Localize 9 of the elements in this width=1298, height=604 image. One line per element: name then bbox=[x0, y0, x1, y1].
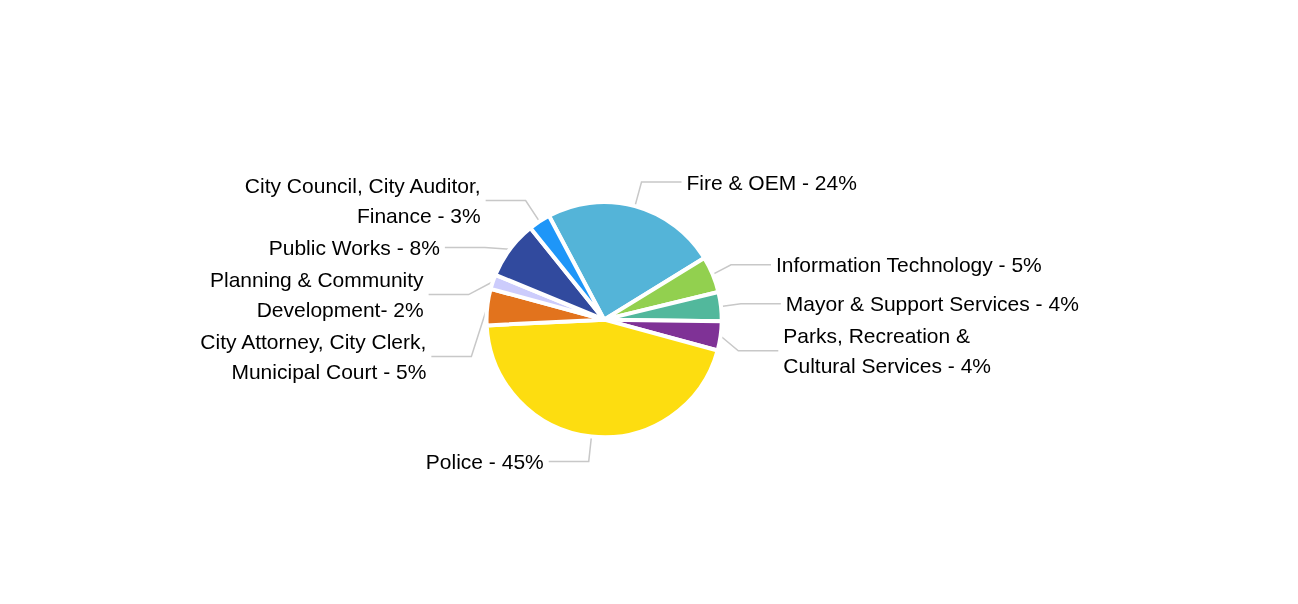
slice-label: Planning & Community Development- 2% bbox=[210, 268, 425, 322]
slice-label: Parks, Recreation & Cultural Services - 4% bbox=[783, 324, 992, 378]
slice-label: City Council, City Auditor, Finance - 3% bbox=[244, 174, 481, 228]
slice-label: Public Works - 8% bbox=[268, 236, 440, 260]
slice-label: Police - 45% bbox=[425, 449, 544, 473]
slice-label: Mayor & Support Services - 4% bbox=[785, 292, 1079, 316]
slice-label: Information Technology - 5% bbox=[776, 253, 1042, 277]
slice-label: Fire & OEM - 24% bbox=[686, 170, 857, 194]
slice-label: City Attorney, City Clerk, Municipal Court - 5% bbox=[200, 330, 427, 384]
